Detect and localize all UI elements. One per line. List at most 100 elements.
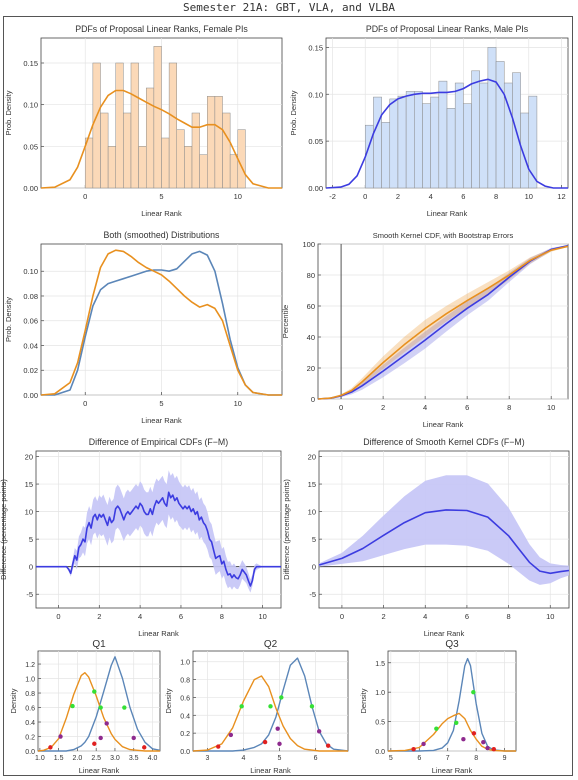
quantile-marker [421, 741, 426, 747]
y-tick-label: 0.10 [23, 101, 38, 110]
x-tick-label: 0 [363, 192, 367, 201]
y-tick-label: 15 [25, 480, 33, 489]
chart-title: Both (smoothed) Distributions [104, 230, 220, 240]
quantile-marker [279, 695, 284, 700]
histogram-bar [364, 124, 374, 189]
histogram-bar [184, 146, 193, 189]
x-tick-label: 0 [339, 403, 343, 412]
histogram-bar [153, 46, 162, 189]
y-tick-label: 0.08 [23, 292, 38, 301]
series-line [192, 675, 348, 752]
x-tick-label: 4.0 [148, 755, 158, 762]
plot-frame [318, 450, 570, 609]
quantile-marker [471, 689, 476, 695]
histogram-bar [414, 91, 423, 189]
x-tick-label: 2.0 [73, 755, 83, 762]
chart-female_pdf: 0 5 10 0.00 0.05 0.10 0.15 PDFs of Proposal Lin… [4, 24, 283, 218]
x-tick-label: 3.5 [129, 755, 139, 762]
y-tick-label: -5 [309, 590, 316, 599]
x-tick-label: 10 [547, 403, 555, 412]
y-tick-label: 0.0 [25, 749, 35, 756]
y-tick-label: 0.10 [308, 90, 323, 99]
quantile-marker [275, 726, 280, 731]
x-tick-label: 3 [205, 755, 209, 762]
y-axis-label: Prob. Density [4, 90, 13, 135]
histogram-bar [229, 154, 239, 189]
chart-title: PDFs of Proposal Linear Ranks, Male PIs [366, 24, 529, 34]
chart-male_pdf: -2 0 2 4 6 8 10 12 0.00 0.05 0.10 0.15 PDFs of Propo… [289, 24, 569, 218]
histogram-bar [405, 91, 415, 189]
x-tick-label: 10 [546, 612, 554, 621]
series-line [317, 245, 569, 400]
chart-q3: 5 6 7 8 9 0.0 0.5 1.0 1.5 Q3 Linear Rank Density [359, 639, 517, 775]
quantile-marker [142, 745, 147, 750]
y-tick-label: 0.6 [180, 695, 190, 702]
quantile-marker [277, 741, 282, 747]
chart-title: Q3 [445, 639, 459, 650]
y-tick-label: 80 [307, 271, 315, 280]
x-tick-label: 0 [56, 612, 60, 621]
smoothed-density-line [325, 78, 568, 189]
x-tick-label: 8 [506, 612, 510, 621]
y-tick-label: 0.04 [23, 341, 38, 350]
x-tick-label: -2 [329, 192, 336, 201]
y-tick-label: 1.0 [180, 660, 190, 667]
chart-title: Difference of Empirical CDFs (F−M) [89, 437, 228, 447]
x-tick-label: 8 [494, 192, 498, 201]
x-tick-label: 5 [159, 399, 163, 408]
histogram-bar [207, 96, 216, 189]
y-axis-label: Density [9, 688, 18, 713]
y-tick-label: 0.15 [23, 59, 38, 68]
figure-frame [3, 16, 573, 776]
x-tick-label: 4 [242, 755, 246, 762]
quantile-marker [92, 689, 97, 694]
quantile-marker [491, 747, 497, 752]
plot-frame [387, 650, 517, 752]
y-tick-label: 1.0 [375, 690, 385, 697]
y-tick-label: 0.4 [180, 713, 190, 720]
x-tick-label: 12 [557, 192, 565, 201]
quantile-marker [454, 720, 459, 725]
x-tick-label: 7 [446, 755, 450, 762]
series-line [41, 250, 282, 396]
chart-empirical_diff: 0 2 4 6 8 10 -5 0 5 10 15 20 Difference of Empirical… [0, 437, 282, 638]
x-axis-label: Linear Rank [423, 420, 464, 429]
page-title: Semester 21A: GBT, VLA, and VLBA [183, 1, 395, 14]
histogram-bar [495, 61, 505, 189]
y-tick-label: 0.00 [23, 184, 38, 193]
y-tick-label: 5 [312, 535, 316, 544]
quantile-marker [70, 703, 75, 709]
histogram-bar [463, 103, 472, 189]
x-tick-label: 2 [381, 403, 385, 412]
histogram-bar [115, 62, 124, 189]
x-tick-label: 5 [389, 755, 393, 762]
histogram-bar [168, 62, 178, 189]
histogram-bar [389, 98, 399, 189]
y-axis-label: Prob. Density [289, 90, 298, 135]
y-tick-label: 15 [308, 480, 316, 489]
x-axis-label: Linear Rank [427, 209, 468, 218]
histogram-bar [471, 70, 480, 189]
series-line [37, 672, 160, 752]
quantile-marker [316, 729, 322, 734]
plot-frame [192, 650, 349, 752]
x-tick-label: 6 [465, 403, 469, 412]
histogram-bar [487, 47, 497, 189]
histogram-bar [161, 137, 170, 189]
y-tick-label: 10 [308, 508, 316, 517]
x-tick-label: 3.0 [110, 755, 120, 762]
y-tick-label: 5 [29, 535, 33, 544]
series-line [193, 657, 349, 752]
histogram-bar [397, 95, 407, 189]
error-band [318, 245, 568, 399]
quantile-marker [325, 743, 331, 748]
chart-title: Smooth Kernel CDF, with Bootstrap Errors [373, 231, 514, 240]
y-axis-label: Prob. Density [4, 297, 13, 342]
x-tick-label: 2.5 [91, 755, 101, 762]
histogram-bar [222, 112, 231, 189]
chart-smooth_diff: 0 2 4 6 8 10 -5 0 5 10 15 20 Difference of Smooth Ke… [282, 437, 570, 638]
quantile-marker [485, 745, 490, 751]
quantile-marker [239, 704, 244, 709]
